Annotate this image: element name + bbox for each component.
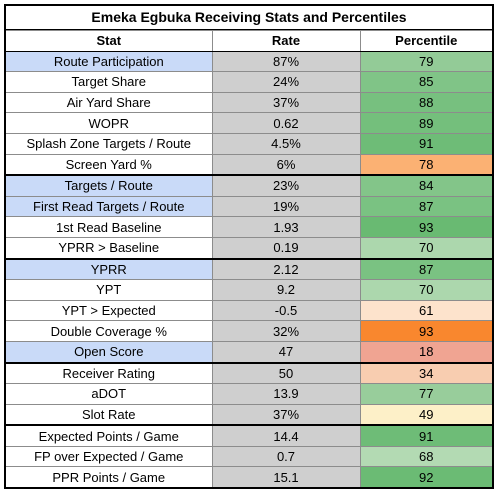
percentile-cell: 92 [359,466,492,488]
rate-cell: 15.1 [211,466,361,488]
percentile-cell: 91 [359,132,492,155]
percentile-cell: 93 [359,320,492,342]
rate-cell: 0.7 [211,445,361,468]
header-percentile: Percentile [359,30,492,52]
percentile-cell: 70 [359,279,492,301]
sheet-title: Emeka Egbuka Receiving Stats and Percent… [6,6,492,30]
rate-cell: 19% [211,195,361,218]
stat-name-cell: First Read Targets / Route [6,195,213,218]
stat-name-cell: FP over Expected / Game [6,445,213,468]
percentile-cell: 87 [359,258,492,281]
rate-cell: 2.12 [211,258,361,281]
header-row: Stat Rate Percentile [6,30,492,52]
table-row: Route Participation 87% 79 [6,50,492,73]
table-row: YPT 9.2 70 [6,279,492,301]
table-row: WOPR 0.62 89 [6,112,492,134]
table-row: Expected Points / Game 14.4 91 [6,424,492,447]
percentile-cell: 61 [359,299,492,322]
percentile-cell: 91 [359,424,492,447]
table-row: Receiver Rating 50 34 [6,361,492,385]
rate-cell: 14.4 [211,424,361,447]
stat-name-cell: YPRR [6,258,213,281]
percentile-cell: 49 [359,403,492,427]
stat-name-cell: WOPR [6,112,213,134]
header-stat: Stat [6,30,213,52]
percentile-cell: 93 [359,216,492,238]
stat-name-cell: Open Score [6,340,213,364]
percentile-cell: 87 [359,195,492,218]
table-row: PPR Points / Game 15.1 92 [6,466,492,488]
stat-name-cell: PPR Points / Game [6,466,213,488]
stat-name-cell: 1st Read Baseline [6,216,213,238]
rate-cell: 87% [211,50,361,73]
stat-name-cell: Targets / Route [6,174,213,197]
percentile-cell: 34 [359,361,492,385]
table-row: Slot Rate 37% 49 [6,403,492,427]
table-row: First Read Targets / Route 19% 87 [6,195,492,218]
rate-cell: 50 [211,361,361,385]
table-row: Double Coverage % 32% 93 [6,320,492,342]
rate-cell: 13.9 [211,383,361,405]
table-row: aDOT 13.9 77 [6,383,492,405]
table-row: Target Share 24% 85 [6,71,492,93]
percentile-cell: 88 [359,91,492,114]
percentile-cell: 70 [359,236,492,260]
rate-cell: 0.62 [211,112,361,134]
percentile-cell: 85 [359,71,492,93]
rate-cell: 37% [211,403,361,427]
stat-name-cell: YPT > Expected [6,299,213,322]
table-row: FP over Expected / Game 0.7 68 [6,445,492,468]
rate-cell: 0.19 [211,236,361,260]
table-row: YPRR 2.12 87 [6,258,492,281]
rate-cell: 47 [211,340,361,364]
stat-name-cell: Target Share [6,71,213,93]
stat-name-cell: YPRR > Baseline [6,236,213,260]
percentile-cell: 18 [359,340,492,364]
table-row: Targets / Route 23% 84 [6,174,492,197]
percentile-cell: 84 [359,174,492,197]
stat-name-cell: Double Coverage % [6,320,213,342]
rate-cell: 1.93 [211,216,361,238]
rate-cell: 24% [211,71,361,93]
stat-name-cell: Air Yard Share [6,91,213,114]
rate-cell: 32% [211,320,361,342]
table-row: YPT > Expected -0.5 61 [6,299,492,322]
stats-sheet: Emeka Egbuka Receiving Stats and Percent… [4,4,494,490]
table-row: Air Yard Share 37% 88 [6,91,492,114]
stat-name-cell: Receiver Rating [6,361,213,385]
stat-name-cell: Screen Yard % [6,153,213,177]
rate-cell: -0.5 [211,299,361,322]
rate-cell: 4.5% [211,132,361,155]
stat-name-cell: YPT [6,279,213,301]
header-rate: Rate [211,30,361,52]
stat-name-cell: Slot Rate [6,403,213,427]
percentile-cell: 79 [359,50,492,73]
rate-cell: 37% [211,91,361,114]
percentile-cell: 68 [359,445,492,468]
stats-table: Stat Rate Percentile Route Participation… [6,30,492,488]
percentile-cell: 78 [359,153,492,177]
stat-name-cell: Expected Points / Game [6,424,213,447]
stats-rows: Route Participation 87% 79 Target Share 24% 8… [6,50,492,488]
table-row: 1st Read Baseline 1.93 93 [6,216,492,238]
rate-cell: 9.2 [211,279,361,301]
stat-name-cell: Route Participation [6,50,213,73]
percentile-cell: 77 [359,383,492,405]
percentile-cell: 89 [359,112,492,134]
table-row: Screen Yard % 6% 78 [6,153,492,177]
table-row: Open Score 47 18 [6,340,492,364]
table-row: YPRR > Baseline 0.19 70 [6,236,492,260]
table-row: Splash Zone Targets / Route 4.5% 91 [6,132,492,155]
stat-name-cell: aDOT [6,383,213,405]
rate-cell: 23% [211,174,361,197]
rate-cell: 6% [211,153,361,177]
stat-name-cell: Splash Zone Targets / Route [6,132,213,155]
